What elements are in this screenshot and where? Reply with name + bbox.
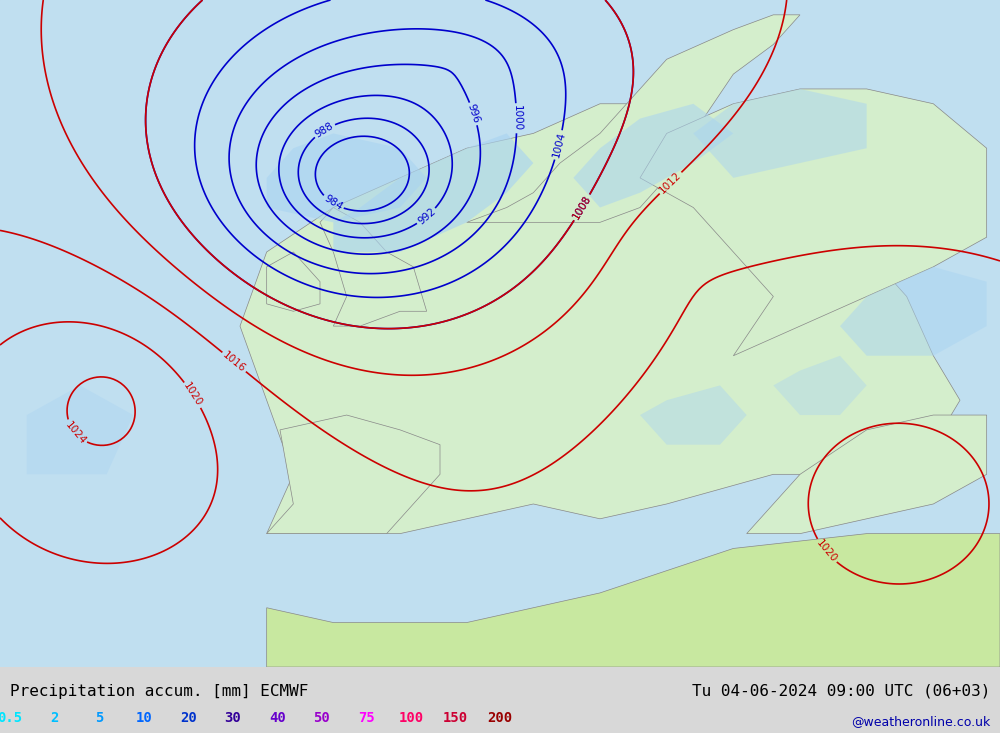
Polygon shape <box>773 356 867 415</box>
Text: 2: 2 <box>50 711 59 725</box>
Text: 30: 30 <box>224 711 241 725</box>
Text: Tu 04-06-2024 09:00 UTC (06+03): Tu 04-06-2024 09:00 UTC (06+03) <box>692 683 990 699</box>
Text: 150: 150 <box>443 711 468 725</box>
Polygon shape <box>573 104 733 207</box>
Text: 1020: 1020 <box>814 538 838 564</box>
Polygon shape <box>267 415 440 534</box>
Text: 1024: 1024 <box>63 419 87 446</box>
Polygon shape <box>640 89 987 356</box>
Text: 992: 992 <box>416 206 437 226</box>
Text: 1012: 1012 <box>658 170 683 196</box>
Text: 984: 984 <box>322 194 344 213</box>
Polygon shape <box>320 207 427 326</box>
Polygon shape <box>240 104 960 534</box>
Text: 20: 20 <box>180 711 197 725</box>
Text: 1004: 1004 <box>551 131 567 159</box>
Text: 1000: 1000 <box>511 105 522 131</box>
Text: 0.5: 0.5 <box>0 711 23 725</box>
Polygon shape <box>333 133 533 252</box>
Polygon shape <box>640 386 747 445</box>
Text: 1016: 1016 <box>221 350 247 375</box>
Text: 1008: 1008 <box>571 194 593 221</box>
Text: 75: 75 <box>358 711 375 725</box>
Polygon shape <box>747 415 987 534</box>
Text: 1020: 1020 <box>182 381 204 408</box>
Polygon shape <box>267 133 427 222</box>
Text: @weatheronline.co.uk: @weatheronline.co.uk <box>851 715 990 728</box>
Text: 5: 5 <box>95 711 103 725</box>
Text: 988: 988 <box>313 121 335 140</box>
Polygon shape <box>840 267 987 356</box>
Polygon shape <box>267 252 320 312</box>
Polygon shape <box>267 534 1000 667</box>
Text: 1008: 1008 <box>571 194 593 221</box>
Text: 996: 996 <box>466 103 482 125</box>
Text: 200: 200 <box>487 711 513 725</box>
Polygon shape <box>693 89 867 178</box>
Polygon shape <box>27 386 133 474</box>
Text: 40: 40 <box>269 711 286 725</box>
Text: 100: 100 <box>398 711 423 725</box>
Text: 10: 10 <box>135 711 152 725</box>
Text: Precipitation accum. [mm] ECMWF: Precipitation accum. [mm] ECMWF <box>10 683 308 699</box>
Polygon shape <box>467 15 800 222</box>
Text: 50: 50 <box>313 711 330 725</box>
